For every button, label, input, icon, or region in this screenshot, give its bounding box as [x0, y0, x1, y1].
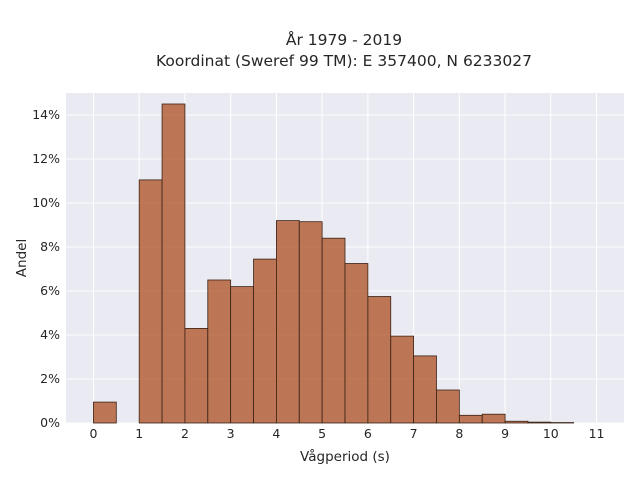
x-tick-label: 9 [501, 426, 509, 441]
y-tick-label: 4% [40, 327, 60, 342]
histogram-bar [367, 296, 392, 424]
histogram-bar [230, 286, 254, 424]
histogram-bar [481, 413, 506, 424]
histogram-bar [138, 179, 163, 424]
histogram-bar [413, 355, 437, 424]
histogram-bar [275, 220, 300, 424]
y-axis-label: Andel [14, 239, 30, 277]
x-tick-label: 7 [410, 426, 418, 441]
histogram-bar [207, 279, 232, 424]
x-tick-label: 8 [455, 426, 463, 441]
x-tick-label: 10 [543, 426, 559, 441]
y-tick-label: 12% [32, 151, 60, 166]
histogram-bar [298, 221, 323, 424]
histogram-bar [527, 421, 552, 424]
y-tick-label: 0% [40, 415, 60, 430]
histogram-bar [390, 335, 415, 424]
histogram-bar [253, 258, 277, 424]
histogram-bar [344, 263, 369, 424]
histogram-bar [184, 327, 209, 424]
histogram-bar [161, 103, 186, 424]
x-tick-label: 1 [135, 426, 143, 441]
histogram-bar [321, 237, 346, 424]
x-tick-label: 11 [589, 426, 605, 441]
histogram-bar [458, 414, 483, 424]
x-tick-label: 0 [89, 426, 97, 441]
x-tick-label: 2 [181, 426, 189, 441]
y-tick-label: 14% [32, 107, 60, 122]
x-tick-label: 4 [272, 426, 280, 441]
x-axis-label: Vågperiod (s) [300, 448, 390, 465]
x-tick-labels: 0 1 2 3 4 5 6 7 8 9 10 11 [89, 426, 604, 441]
y-tick-label: 8% [40, 239, 60, 254]
y-tick-labels: 0% 2% 4% 6% 8% 10% 12% 14% [32, 107, 60, 430]
chart-title-line-1: År 1979 - 2019 [286, 30, 402, 49]
histogram-bar [504, 420, 529, 424]
x-tick-label: 5 [318, 426, 326, 441]
histogram-bar [93, 401, 117, 424]
y-tick-label: 6% [40, 283, 60, 298]
histogram-bar [436, 389, 460, 424]
y-tick-label: 10% [32, 195, 60, 210]
x-tick-label: 6 [364, 426, 372, 441]
y-tick-label: 2% [40, 371, 60, 386]
x-tick-label: 3 [227, 426, 235, 441]
bars [93, 103, 575, 424]
chart-title-line-2: Koordinat (Sweref 99 TM): E 357400, N 62… [156, 52, 532, 70]
